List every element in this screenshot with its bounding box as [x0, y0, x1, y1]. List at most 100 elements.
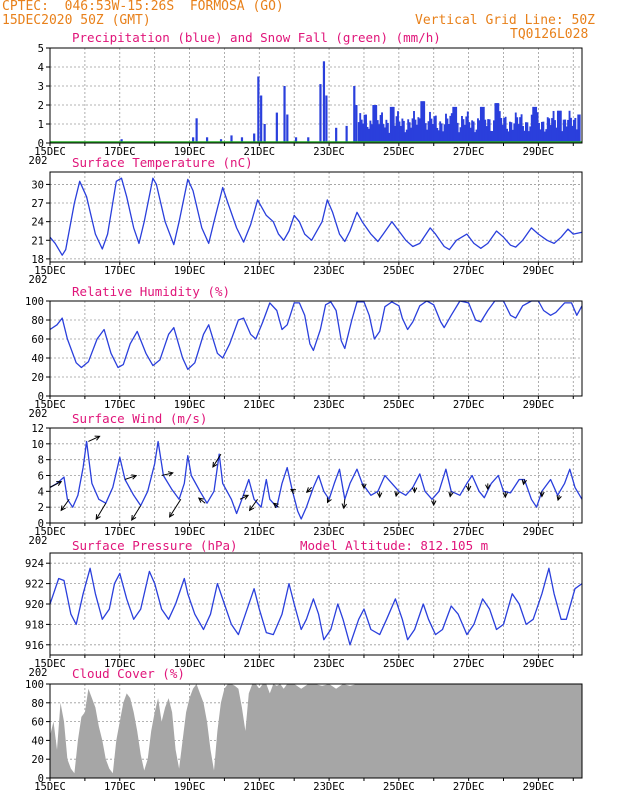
wind-vector-head [448, 491, 454, 498]
precip-bar [561, 131, 564, 143]
precip-bar [357, 122, 360, 143]
precip-bar [468, 122, 471, 143]
wind-xtick-label: 17DEC [104, 526, 136, 538]
wind-vector-head [94, 435, 101, 441]
wind-vector [131, 505, 142, 521]
precip-bar [452, 106, 455, 143]
wind-vector [212, 453, 222, 468]
pressure-xtick-label: 23DEC [313, 658, 345, 670]
wind-xtick-year: 202 [29, 535, 48, 547]
precip-bar [429, 111, 431, 143]
precip-bar [520, 114, 523, 143]
temp-xtick-label: 25DEC [383, 265, 415, 277]
precip-bar [373, 105, 376, 143]
precip-bar [392, 106, 395, 143]
precip-bar [472, 121, 475, 143]
precip-bar [360, 119, 363, 143]
precip-bar [478, 120, 481, 143]
precip-bar [549, 125, 552, 143]
precip-bar [568, 110, 571, 143]
precip-bar [491, 131, 494, 143]
precip-bar [546, 117, 549, 143]
header-grid-note: Vertical Grid Line: 50Z [415, 13, 596, 28]
precip-bar [463, 124, 466, 143]
temp-ytick-label: 30 [31, 179, 44, 191]
rh-ytick-label: 80 [31, 315, 44, 327]
precip-bar [424, 123, 427, 143]
precip-xtick-label: 23DEC [313, 146, 345, 158]
precip-bar [322, 61, 326, 143]
precip-bar [475, 129, 478, 143]
header-model-id: TQ0126L028 [510, 27, 589, 42]
precip-bar [417, 117, 420, 143]
precip-bar [543, 131, 546, 143]
precip-bar [536, 112, 539, 143]
precip-bar [434, 115, 437, 143]
wind-vector [249, 498, 258, 511]
precip-bar [365, 114, 367, 143]
precip-xtick-year: 202 [29, 155, 48, 167]
temp-xtick-label: 27DEC [453, 265, 485, 277]
wind-vector-head [485, 484, 491, 491]
precip-bar [410, 127, 413, 143]
cloud-xtick-label: 29DEC [523, 781, 555, 793]
wind-vector [169, 498, 182, 518]
wind-ytick-label: 6 [38, 471, 44, 483]
precip-bar [509, 121, 511, 143]
precip-bar [120, 139, 123, 143]
temp-xtick-label: 19DEC [174, 265, 206, 277]
wind-xtick-label: 29DEC [523, 526, 555, 538]
precip-bar [558, 110, 561, 143]
wind-vector-head [556, 495, 562, 502]
wind-vector-head [376, 492, 383, 499]
pressure-ytick-label: 916 [25, 640, 44, 652]
precip-bar [474, 132, 476, 143]
precip-bar [507, 131, 510, 143]
precip-bar [577, 114, 580, 143]
precip-xtick-label: 17DEC [104, 146, 136, 158]
precip-bar [458, 132, 461, 143]
header-line1: CPTEC: 046:53W-15:26S FORMOSA (GO) [2, 0, 284, 14]
precip-bar [263, 124, 266, 143]
rh-series-line [49, 300, 583, 371]
precip-bar [455, 106, 458, 143]
temp-ytick-label: 21 [31, 235, 44, 247]
precip-bar [545, 129, 548, 143]
precip-bar [405, 129, 408, 143]
rh-xtick-label: 21DEC [244, 399, 276, 411]
rh-xtick-year: 202 [29, 408, 48, 420]
precip-bar [192, 137, 195, 143]
precip-bar [335, 127, 338, 143]
precip-bar [462, 119, 465, 143]
wind-xtick-label: 19DEC [174, 526, 206, 538]
precip-bar [570, 117, 572, 143]
wind-ytick-label: 0 [38, 518, 44, 530]
precip-bar [366, 126, 369, 143]
precip-bar [382, 124, 385, 143]
cloud-xtick-label: 19DEC [174, 781, 206, 793]
precip-bar [401, 118, 404, 143]
precip-bar [447, 123, 450, 143]
precip-bar [399, 125, 402, 143]
precip-bar [527, 131, 530, 143]
pressure-title: Surface Pressure (hPa) [72, 538, 238, 553]
precip-bar [495, 103, 498, 143]
precip-bar [275, 112, 278, 143]
pressure-xtick-label: 15DEC [34, 658, 66, 670]
cloud-ytick-label: 0 [38, 773, 44, 785]
precip-ytick-label: 4 [38, 62, 44, 74]
temp-xtick-label: 15DEC [34, 265, 66, 277]
precip-bar [368, 128, 370, 143]
pressure-ytick-label: 920 [25, 599, 44, 611]
precip-bar [294, 137, 298, 143]
precip-ytick-label: 0 [38, 138, 44, 150]
wind-xtick-label: 21DEC [244, 526, 276, 538]
precip-xtick-label: 15DEC [34, 146, 66, 158]
precip-bar [283, 86, 286, 143]
wind-vector [343, 499, 346, 509]
precip-bar [376, 120, 379, 143]
precip-bar [482, 106, 485, 143]
precip-xtick-label: 25DEC [383, 146, 415, 158]
precip-bar [440, 123, 443, 143]
temp-ytick-label: 27 [31, 198, 44, 210]
